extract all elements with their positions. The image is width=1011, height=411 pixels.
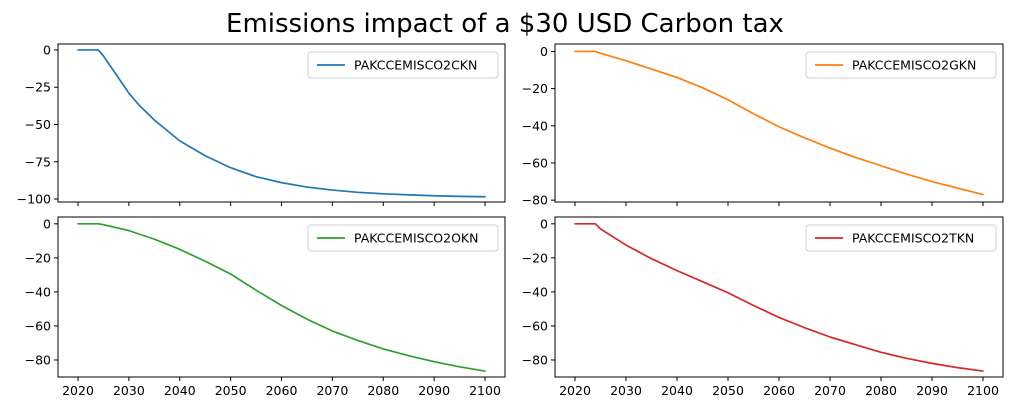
chart-panel-bottom-left: 0 −20 −40 −60 −80 2020 2030 2040 2050 2060 2070 208… bbox=[25, 216, 506, 398]
y-tick-label: −25 bbox=[25, 80, 51, 95]
x-tick-label: 2050 bbox=[215, 383, 247, 398]
x-tick-label: 2020 bbox=[62, 383, 94, 398]
y-tick-label: −75 bbox=[25, 154, 51, 169]
legend-box bbox=[307, 51, 499, 79]
y-tick-label: 0 bbox=[43, 42, 51, 57]
legend-label: PAKCCEMISCO2TKN bbox=[852, 231, 974, 246]
legend-label: PAKCCEMISCO2CKN bbox=[354, 58, 477, 73]
legend: PAKCCEMISCO2GKN bbox=[805, 51, 997, 79]
x-tick-label: 2100 bbox=[469, 383, 501, 398]
chart-panels: 0 −25 −50 −75 −100 PAKCCEMISCO2CKN 0 −20 −40 −60 −… bbox=[17, 42, 1004, 398]
x-tick-label: 2070 bbox=[316, 383, 348, 398]
x-tick-label: 2060 bbox=[266, 383, 298, 398]
y-tick-label: −20 bbox=[522, 81, 548, 96]
legend-box bbox=[805, 224, 997, 252]
chart-panel-top-left: 0 −25 −50 −75 −100 PAKCCEMISCO2CKN bbox=[17, 42, 506, 207]
x-tick-label: 2080 bbox=[367, 383, 399, 398]
legend: PAKCCEMISCO2CKN bbox=[307, 51, 499, 79]
legend-label: PAKCCEMISCO2OKN bbox=[354, 231, 478, 246]
legend-box bbox=[805, 51, 997, 79]
chart-panel-top-right: 0 −20 −40 −60 −80 PAKCCEMISCO2GKN bbox=[522, 43, 1004, 208]
x-tick-label: 2090 bbox=[418, 383, 450, 398]
legend: PAKCCEMISCO2TKN bbox=[805, 224, 997, 252]
y-tick-label: −100 bbox=[17, 192, 51, 207]
x-tick-label: 2060 bbox=[763, 383, 795, 398]
series-line-pakccemisco2gkn bbox=[574, 50, 984, 196]
x-tick-label: 2100 bbox=[967, 383, 999, 398]
y-tick-label: −40 bbox=[522, 284, 548, 299]
x-tick-label: 2040 bbox=[661, 383, 693, 398]
y-tick-label: 0 bbox=[540, 44, 548, 59]
y-tick-label: −40 bbox=[25, 284, 51, 299]
legend-label: PAKCCEMISCO2GKN bbox=[852, 58, 976, 73]
x-tick-label: 2030 bbox=[610, 383, 642, 398]
x-tick-label: 2030 bbox=[113, 383, 145, 398]
x-tick-label: 2090 bbox=[916, 383, 948, 398]
figure-title: Emissions impact of a $30 USD Carbon tax bbox=[226, 9, 784, 39]
y-tick-label: −40 bbox=[522, 118, 548, 133]
y-tick-label: −60 bbox=[522, 155, 548, 170]
x-tick-label: 2040 bbox=[164, 383, 196, 398]
x-tick-label: 2080 bbox=[865, 383, 897, 398]
y-tick-label: −80 bbox=[25, 352, 51, 367]
legend-box bbox=[307, 224, 499, 252]
x-tick-label: 2020 bbox=[559, 383, 591, 398]
series-line-pakccemisco2ckn bbox=[77, 49, 486, 198]
series-line-pakccemisco2tkn bbox=[574, 222, 984, 372]
y-tick-label: −80 bbox=[522, 193, 548, 208]
y-tick-label: −80 bbox=[522, 352, 548, 367]
y-tick-label: 0 bbox=[540, 216, 548, 231]
y-tick-label: −50 bbox=[25, 117, 51, 132]
x-tick-label: 2050 bbox=[712, 383, 744, 398]
series-line-pakccemisco2okn bbox=[77, 222, 486, 372]
y-tick-label: −60 bbox=[25, 318, 51, 333]
y-tick-label: −60 bbox=[522, 318, 548, 333]
y-tick-label: −20 bbox=[522, 250, 548, 265]
y-tick-label: 0 bbox=[43, 216, 51, 231]
y-tick-label: −20 bbox=[25, 250, 51, 265]
x-tick-label: 2070 bbox=[814, 383, 846, 398]
chart-panel-bottom-right: 0 −20 −40 −60 −80 2020 2030 2040 2050 2060 2070 208… bbox=[522, 216, 1004, 398]
legend: PAKCCEMISCO2OKN bbox=[307, 224, 499, 252]
